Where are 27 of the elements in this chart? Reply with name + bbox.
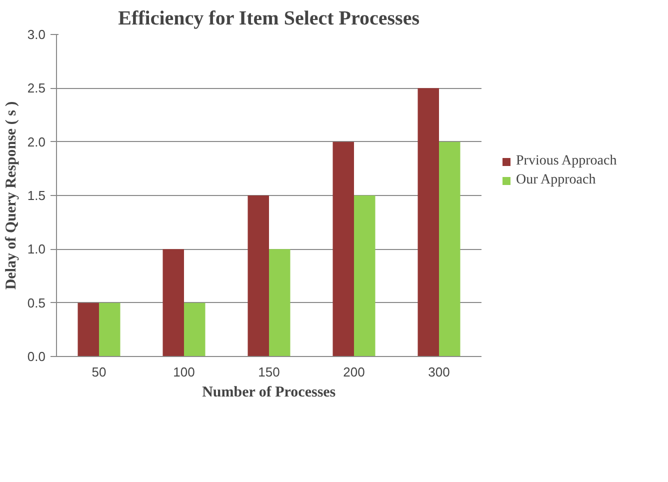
bar [269,249,290,356]
y-tick-label: 0.5 [27,295,46,310]
legend-label: Our Approach [516,172,596,188]
bar [354,196,376,356]
x-tick-label: 100 [173,364,195,380]
bar [78,302,99,356]
y-axis-title: Delay of Query Response ( s ) [3,101,20,290]
bar [99,302,120,356]
x-tick-label: 150 [258,364,280,380]
chart-title: Efficiency for Item Select Processes [118,8,420,30]
x-axis-title: Number of Processes [202,384,336,400]
y-tick-label: 2.0 [27,134,46,150]
bar [332,142,354,356]
bar [418,88,439,356]
bar [162,249,184,356]
y-tick-label: 1.5 [27,188,46,203]
y-tick-label: 1.0 [27,242,46,257]
bar [184,302,206,356]
y-tick-label: 2.5 [27,80,46,96]
x-tick-label: 200 [343,364,365,380]
legend-label: Prvious Approach [516,153,617,170]
y-tick-label: 0.0 [27,349,46,364]
x-tick-label: 300 [428,364,450,380]
x-tick-label: 50 [92,364,106,380]
y-tick-label: 3.0 [27,27,46,42]
bar [248,196,269,356]
bar [439,142,460,356]
